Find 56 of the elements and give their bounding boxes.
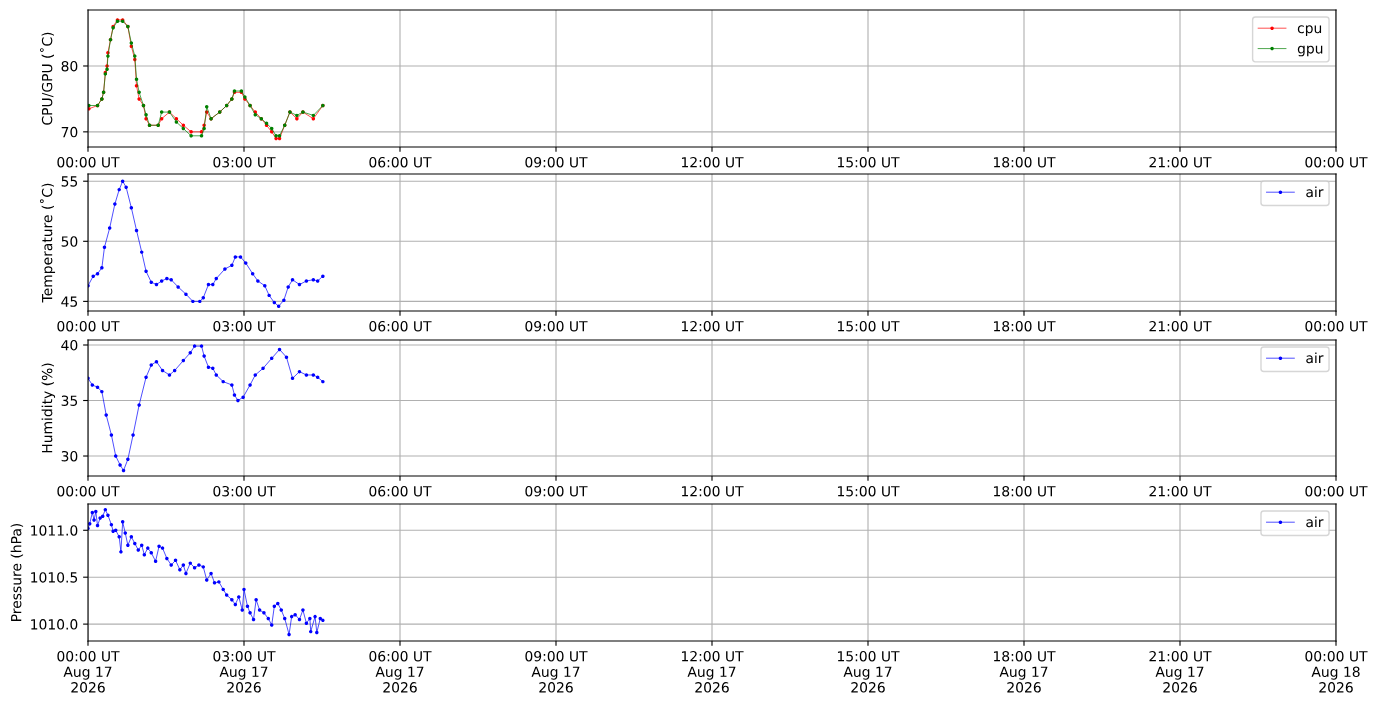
x-tick-label: 15:00 UT: [837, 320, 900, 332]
x-tick-label: 03:00 UT: [213, 485, 276, 497]
x-tick-label: 06:00 UT: [369, 156, 432, 168]
y-tick-label: 1010.0: [31, 619, 78, 630]
y-axis-title: Temperature (˚C): [39, 183, 56, 303]
y-tick-label: 80: [61, 60, 78, 72]
x-tick-label: 00:00 UT Aug 17 2026: [57, 650, 120, 693]
x-tick-label: 09:00 UT: [525, 156, 588, 168]
y-tick-label: 35: [61, 395, 78, 406]
y-tick-label: 45: [61, 296, 78, 307]
legend-label: air: [1306, 352, 1324, 364]
x-tick-label: 06:00 UT: [369, 320, 432, 332]
x-tick-label: 06:00 UT: [369, 485, 432, 497]
x-tick-label: 03:00 UT: [213, 156, 276, 168]
x-tick-label: 09:00 UT: [525, 485, 588, 497]
y-axis-title: CPU/GPU (˚C): [39, 32, 54, 125]
x-tick-label: 15:00 UT Aug 17 2026: [837, 650, 900, 693]
x-tick-label: 09:00 UT Aug 17 2026: [525, 650, 588, 693]
y-tick-label: 30: [61, 450, 78, 462]
x-tick-label: 18:00 UT Aug 17 2026: [993, 650, 1056, 693]
x-tick-label: 18:00 UT: [993, 156, 1056, 168]
x-tick-label: 12:00 UT: [681, 156, 744, 168]
x-tick-label: 00:00 UT: [1305, 485, 1368, 497]
x-tick-label: 00:00 UT: [1305, 320, 1368, 332]
x-tick-label: 21:00 UT: [1149, 320, 1212, 332]
x-tick-label: 18:00 UT: [993, 485, 1056, 497]
y-tick-label: 50: [61, 236, 78, 247]
x-tick-label: 03:00 UT Aug 17 2026: [213, 650, 276, 693]
y-axis-title: Humidity (%): [41, 363, 56, 453]
y-tick-label: 1010.5: [31, 572, 78, 583]
x-tick-label: 12:00 UT: [681, 320, 744, 332]
x-tick-label: 00:00 UT: [57, 485, 120, 497]
x-tick-label: 00:00 UT: [57, 320, 120, 332]
x-tick-label: 00:00 UT Aug 18 2026: [1305, 650, 1368, 693]
y-tick-label: 70: [61, 126, 78, 138]
y-tick-label: 55: [61, 176, 78, 187]
x-tick-label: 00:00 UT: [57, 156, 120, 168]
legend-label: cpu: [1297, 25, 1322, 36]
x-tick-label: 12:00 UT Aug 17 2026: [681, 650, 744, 693]
x-tick-label: 09:00 UT: [525, 320, 588, 332]
x-tick-label: 03:00 UT: [213, 320, 276, 332]
x-tick-label: 12:00 UT: [681, 485, 744, 497]
x-tick-label: 06:00 UT Aug 17 2026: [369, 650, 432, 693]
legend-label: air: [1306, 186, 1324, 198]
legend-label: air: [1306, 516, 1324, 528]
legend-label: gpu: [1297, 45, 1323, 57]
y-tick-label: 1011.0: [31, 525, 78, 536]
x-tick-label: 21:00 UT: [1149, 485, 1212, 497]
x-tick-label: 00:00 UT: [1305, 156, 1368, 168]
x-tick-label: 21:00 UT Aug 17 2026: [1149, 650, 1212, 693]
x-tick-label: 21:00 UT: [1149, 156, 1212, 168]
x-tick-label: 15:00 UT: [837, 485, 900, 497]
x-tick-label: 18:00 UT: [993, 320, 1056, 332]
x-tick-label: 15:00 UT: [837, 156, 900, 168]
y-axis-title: Pressure (hPa): [10, 523, 24, 621]
y-tick-label: 40: [61, 339, 78, 351]
